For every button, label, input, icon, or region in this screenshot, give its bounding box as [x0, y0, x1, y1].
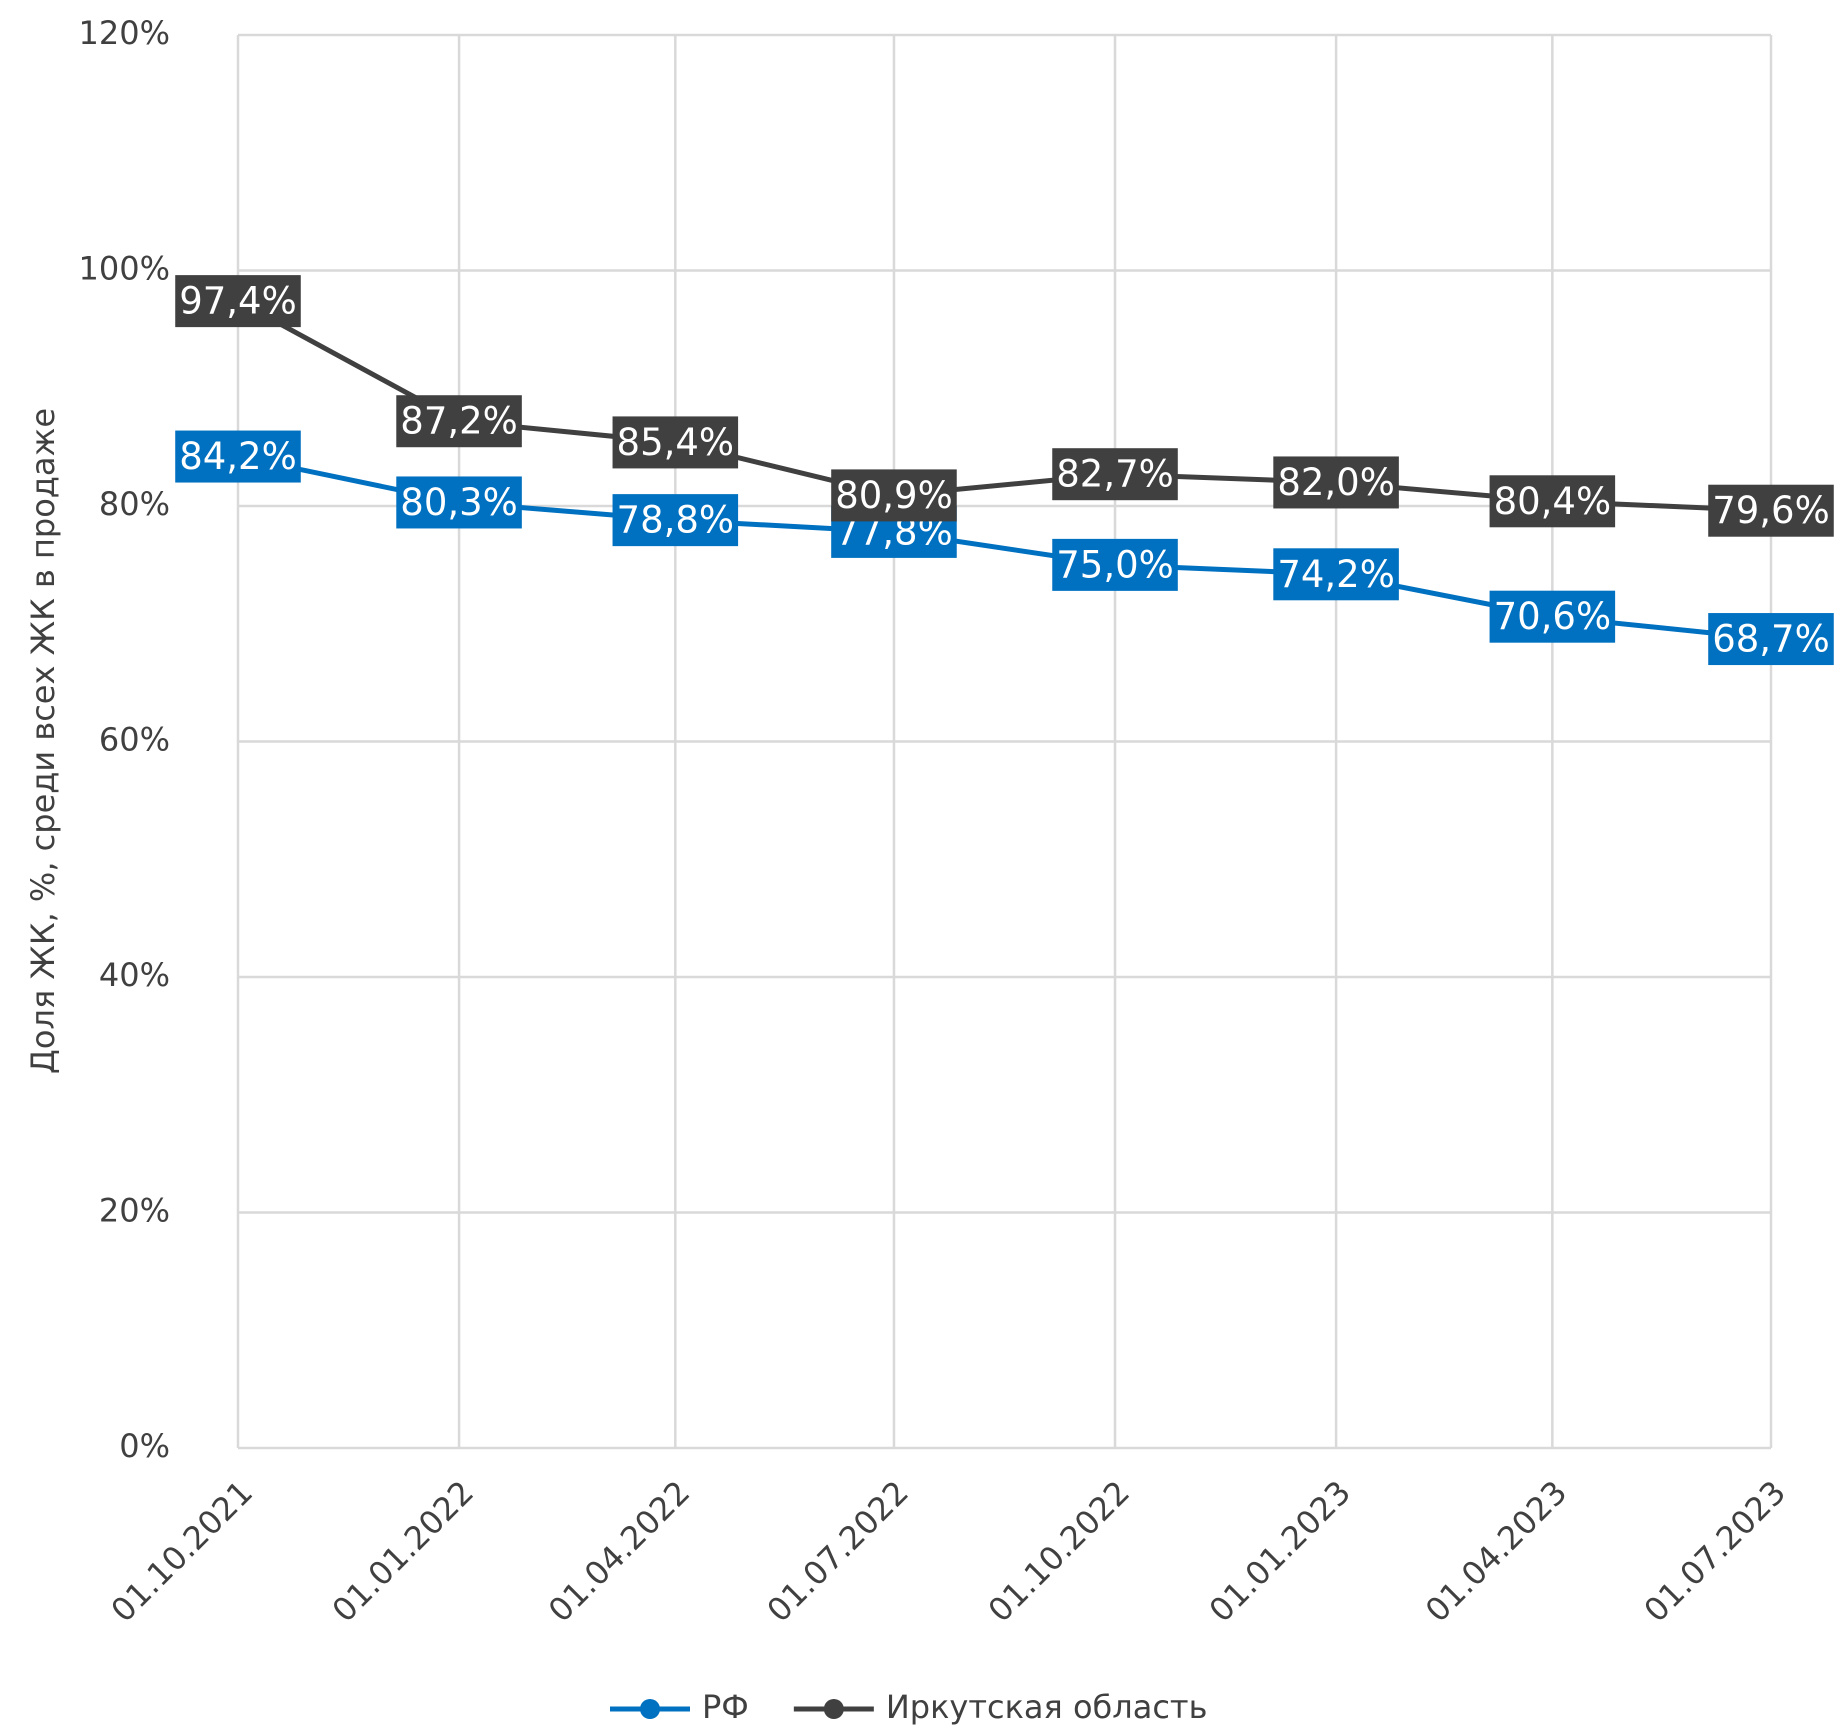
data-label-box — [1489, 475, 1616, 528]
data-label: 87,2% — [396, 395, 522, 448]
y-tick-label: 100% — [79, 250, 170, 288]
data-label-text: 82,0% — [1277, 461, 1395, 504]
y-tick-label: 0% — [119, 1427, 170, 1465]
data-label-box — [175, 275, 301, 328]
data-label-text: 74,2% — [1277, 553, 1395, 596]
data-label-box — [396, 476, 522, 529]
data-label: 97,4% — [175, 275, 301, 328]
x-tick-label: 01.04.2023 — [1418, 1473, 1574, 1629]
data-label: 80,4% — [1489, 475, 1616, 528]
x-tick-label: 01.01.2023 — [1202, 1473, 1358, 1629]
data-label: 80,9% — [831, 469, 957, 522]
x-tick-label: 01.01.2022 — [325, 1473, 481, 1629]
y-tick-label: 20% — [99, 1192, 170, 1230]
legend-marker — [640, 1699, 660, 1719]
data-label-text: 84,2% — [179, 435, 297, 478]
y-tick-label: 120% — [79, 14, 170, 52]
y-tick-label: 60% — [99, 721, 170, 759]
legend-label: РФ — [702, 1688, 749, 1726]
x-tick-label: 01.10.2022 — [981, 1473, 1137, 1629]
data-label: 79,6% — [1708, 484, 1834, 537]
data-label-text: 68,7% — [1712, 618, 1830, 661]
data-label-box — [1273, 456, 1399, 509]
data-label: 75,0% — [1052, 538, 1178, 591]
data-label-box — [175, 430, 301, 483]
x-tick-label: 01.07.2022 — [760, 1473, 916, 1629]
data-label: 78,8% — [612, 494, 739, 547]
data-label-text: 78,8% — [617, 499, 735, 542]
data-label-text: 79,6% — [1712, 489, 1830, 532]
x-tick-label: 01.10.2021 — [104, 1473, 260, 1629]
legend-marker — [823, 1699, 844, 1719]
data-label: 80,3% — [396, 476, 522, 529]
data-label-text: 85,4% — [617, 421, 735, 464]
data-label: 68,7% — [1708, 613, 1834, 666]
y-tick-label: 80% — [99, 485, 170, 523]
data-label-text: 75,0% — [1056, 543, 1174, 586]
data-label-box — [1052, 538, 1178, 591]
data-label-box — [612, 416, 739, 469]
data-label-box — [396, 395, 522, 448]
data-label-text: 80,3% — [400, 481, 518, 524]
data-label: 74,2% — [1273, 548, 1399, 601]
data-label: 84,2% — [175, 430, 301, 483]
data-label-text: 82,7% — [1056, 453, 1174, 496]
x-tick-label: 01.07.2023 — [1637, 1473, 1793, 1629]
y-tick-label: 40% — [99, 956, 170, 994]
y-axis-label: Доля ЖК, %, среди всех ЖК в продаже — [24, 408, 62, 1074]
data-label-text: 87,2% — [400, 400, 518, 443]
data-label-box — [1708, 613, 1834, 666]
data-label: 70,6% — [1489, 590, 1616, 643]
data-label-text: 80,9% — [835, 474, 953, 517]
x-tick-label: 01.04.2022 — [541, 1473, 697, 1629]
data-label-box — [612, 494, 739, 547]
data-label-box — [1489, 590, 1616, 643]
data-label-text: 80,4% — [1494, 480, 1612, 523]
data-label: 82,0% — [1273, 456, 1399, 509]
data-label-box — [1708, 484, 1834, 537]
legend-label: Иркутская область — [886, 1688, 1208, 1726]
data-label-box — [831, 469, 957, 522]
data-label: 82,7% — [1052, 448, 1178, 501]
data-label: 85,4% — [612, 416, 739, 469]
data-label-text: 97,4% — [179, 280, 297, 323]
data-label-box — [1273, 548, 1399, 601]
data-label-box — [1052, 448, 1178, 501]
data-label-text: 70,6% — [1494, 595, 1612, 638]
